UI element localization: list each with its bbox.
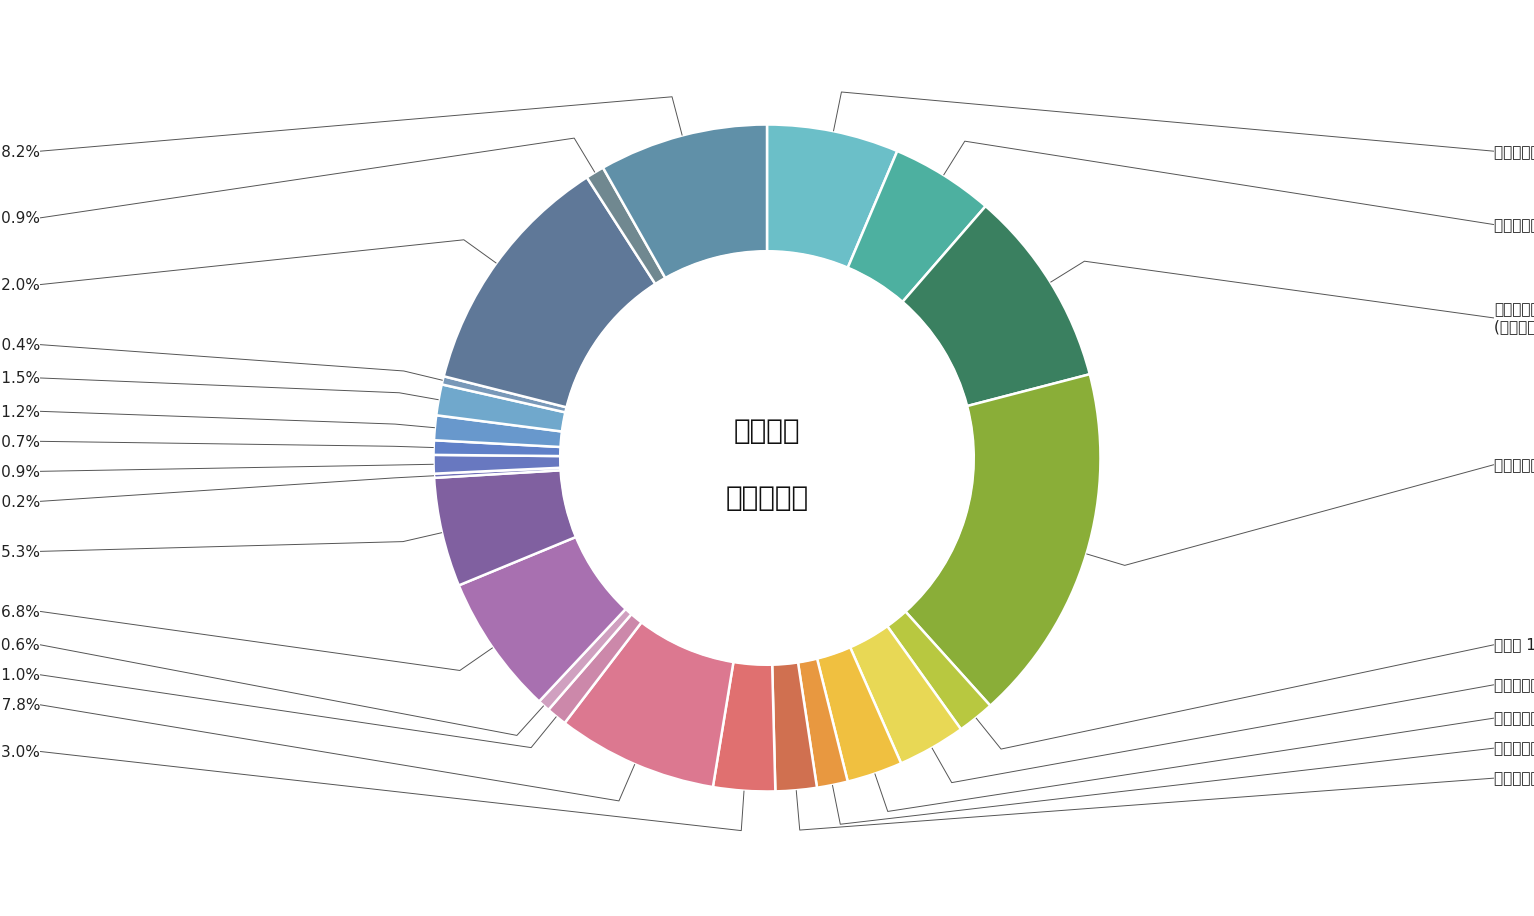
- Text: 半導体 1.8%: 半導体 1.8%: [1494, 638, 1534, 652]
- Text: その他 8.2%: その他 8.2%: [0, 144, 40, 158]
- Text: 報道・出版 0.4%: 報道・出版 0.4%: [0, 337, 40, 352]
- Wedge shape: [713, 662, 775, 791]
- Wedge shape: [588, 168, 666, 284]
- Wedge shape: [848, 151, 986, 302]
- Wedge shape: [436, 385, 566, 431]
- Wedge shape: [434, 415, 561, 447]
- Wedge shape: [887, 612, 991, 729]
- Wedge shape: [772, 662, 818, 791]
- Text: 自動車・機械・輸送機器 2.7%: 自動車・機械・輸送機器 2.7%: [1494, 711, 1534, 725]
- Text: 電子・電機・精密機器 17.4%: 電子・電機・精密機器 17.4%: [1494, 457, 1534, 472]
- Text: 来場者の: 来場者の: [733, 418, 801, 445]
- Wedge shape: [434, 468, 560, 478]
- Text: 分析技術サービス
(分析・試験・検査) 9.6%: 分析技術サービス (分析・試験・検査) 9.6%: [1494, 301, 1534, 334]
- Text: 医療関係 1.5%: 医療関係 1.5%: [0, 370, 40, 386]
- Text: 官公庁・公的機関 6.4%: 官公庁・公的機関 6.4%: [1494, 144, 1534, 158]
- Text: 農林・水産 0.2%: 農林・水産 0.2%: [0, 494, 40, 509]
- Text: 製薬・試薬・化粧品 6.8%: 製薬・試薬・化粧品 6.8%: [0, 604, 40, 619]
- Wedge shape: [442, 376, 566, 412]
- Text: 建設・建築・建材 1.5%: 建設・建築・建材 1.5%: [1494, 741, 1534, 756]
- Wedge shape: [850, 627, 960, 763]
- Wedge shape: [434, 441, 560, 456]
- Wedge shape: [434, 470, 575, 585]
- Text: 印刷 0.9%: 印刷 0.9%: [0, 463, 40, 479]
- Text: 石油・石油化学 2.0%: 石油・石油化学 2.0%: [1494, 770, 1534, 786]
- Wedge shape: [434, 455, 560, 474]
- Wedge shape: [798, 659, 848, 788]
- Circle shape: [560, 251, 974, 665]
- Text: 繊維・紙・パルプ 0.6%: 繊維・紙・パルプ 0.6%: [0, 638, 40, 652]
- Wedge shape: [443, 178, 655, 408]
- Text: 金融 0.9%: 金融 0.9%: [0, 211, 40, 225]
- Wedge shape: [538, 609, 632, 710]
- Wedge shape: [603, 125, 767, 278]
- Text: 商社・商業 12.0%: 商社・商業 12.0%: [0, 278, 40, 292]
- Text: ガス・電力・エネルギー 0.7%: ガス・電力・エネルギー 0.7%: [0, 434, 40, 449]
- Wedge shape: [548, 614, 641, 723]
- Text: ゴム・プラスチック 3.0%: ゴム・プラスチック 3.0%: [0, 744, 40, 759]
- Text: 鉄鋼・非鉄金属・金属製品 3.3%: 鉄鋼・非鉄金属・金属製品 3.3%: [1494, 677, 1534, 692]
- Text: 窯業(ガラス) 1.0%: 窯業(ガラス) 1.0%: [0, 667, 40, 682]
- Wedge shape: [902, 206, 1089, 406]
- Text: 学校・教育機関 5.0%: 学校・教育機関 5.0%: [1494, 217, 1534, 232]
- Text: 食品 5.3%: 食品 5.3%: [0, 544, 40, 559]
- Text: 情報サービス(IT) 1.2%: 情報サービス(IT) 1.2%: [0, 404, 40, 419]
- Wedge shape: [459, 537, 626, 702]
- Text: 化学製品(インク・塗料・農薬・香料等) 7.8%: 化学製品(インク・塗料・農薬・香料等) 7.8%: [0, 697, 40, 713]
- Wedge shape: [565, 622, 733, 787]
- Wedge shape: [818, 648, 900, 781]
- Wedge shape: [905, 375, 1100, 705]
- Wedge shape: [767, 125, 897, 267]
- Text: 業種別分類: 業種別分類: [726, 484, 808, 512]
